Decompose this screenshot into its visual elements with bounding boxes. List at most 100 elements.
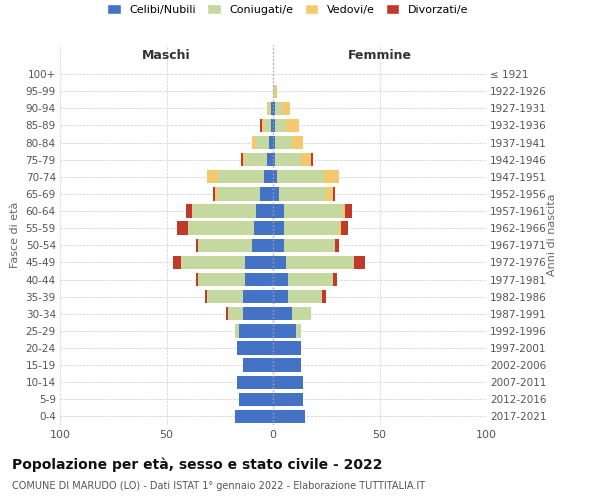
Bar xyxy=(266,153,273,166)
Bar xyxy=(254,222,273,235)
Bar xyxy=(343,204,346,218)
Bar xyxy=(214,187,215,200)
Bar xyxy=(243,307,273,320)
Bar xyxy=(215,187,218,200)
Bar xyxy=(260,119,262,132)
Bar xyxy=(284,222,339,235)
Y-axis label: Fasce di età: Fasce di età xyxy=(10,202,20,268)
Bar xyxy=(273,170,277,183)
Bar xyxy=(273,273,288,286)
Bar xyxy=(207,290,243,304)
Bar xyxy=(266,102,269,115)
Bar xyxy=(273,84,275,98)
Bar xyxy=(271,102,273,115)
Bar xyxy=(273,222,284,235)
Bar xyxy=(273,204,284,218)
Bar xyxy=(280,187,326,200)
Bar xyxy=(273,136,275,149)
Bar xyxy=(239,324,273,338)
Bar xyxy=(239,392,273,406)
Bar xyxy=(265,170,273,183)
Bar xyxy=(205,290,207,304)
Bar xyxy=(301,153,311,166)
Bar xyxy=(296,324,301,338)
Bar xyxy=(226,307,228,320)
Bar xyxy=(288,273,332,286)
Bar xyxy=(273,187,280,200)
Text: Maschi: Maschi xyxy=(142,49,191,62)
Bar xyxy=(292,307,311,320)
Bar xyxy=(273,256,286,269)
Bar xyxy=(252,136,256,149)
Bar xyxy=(262,119,265,132)
Bar xyxy=(275,136,292,149)
Bar xyxy=(335,238,339,252)
Bar xyxy=(275,153,301,166)
Bar xyxy=(275,84,277,98)
Bar xyxy=(271,119,273,132)
Bar xyxy=(339,222,341,235)
Text: Femmine: Femmine xyxy=(347,49,412,62)
Bar xyxy=(199,238,252,252)
Bar xyxy=(252,238,273,252)
Bar xyxy=(256,136,269,149)
Bar xyxy=(332,187,335,200)
Bar xyxy=(199,273,245,286)
Bar xyxy=(243,358,273,372)
Bar xyxy=(273,119,275,132)
Bar xyxy=(243,153,245,166)
Bar xyxy=(354,256,365,269)
Bar xyxy=(284,238,335,252)
Bar xyxy=(235,324,239,338)
Bar xyxy=(332,273,337,286)
Bar xyxy=(273,307,292,320)
Text: COMUNE DI MARUDO (LO) - Dati ISTAT 1° gennaio 2022 - Elaborazione TUTTITALIA.IT: COMUNE DI MARUDO (LO) - Dati ISTAT 1° ge… xyxy=(12,481,425,491)
Bar xyxy=(237,376,273,389)
Bar xyxy=(188,222,254,235)
Bar xyxy=(273,238,284,252)
Bar xyxy=(265,119,271,132)
Bar xyxy=(284,204,343,218)
Bar xyxy=(256,204,273,218)
Bar xyxy=(273,153,275,166)
Bar xyxy=(269,102,271,115)
Bar xyxy=(273,290,288,304)
Bar xyxy=(273,410,305,423)
Bar xyxy=(275,119,286,132)
Bar xyxy=(346,204,352,218)
Bar xyxy=(177,222,188,235)
Bar xyxy=(273,358,301,372)
Y-axis label: Anni di nascita: Anni di nascita xyxy=(547,194,557,276)
Legend: Celibi/Nubili, Coniugati/e, Vedovi/e, Divorzati/e: Celibi/Nubili, Coniugati/e, Vedovi/e, Di… xyxy=(103,0,473,20)
Bar xyxy=(218,187,260,200)
Bar xyxy=(311,153,313,166)
Bar xyxy=(181,256,245,269)
Bar xyxy=(324,170,339,183)
Bar xyxy=(241,153,243,166)
Bar xyxy=(185,204,192,218)
Bar xyxy=(192,204,256,218)
Bar xyxy=(173,256,181,269)
Bar xyxy=(286,256,354,269)
Text: Popolazione per età, sesso e stato civile - 2022: Popolazione per età, sesso e stato civil… xyxy=(12,458,383,472)
Bar xyxy=(243,290,273,304)
Bar xyxy=(275,102,281,115)
Bar xyxy=(273,102,275,115)
Bar xyxy=(273,342,301,354)
Bar xyxy=(228,307,243,320)
Bar xyxy=(292,136,303,149)
Bar xyxy=(218,170,265,183)
Bar xyxy=(286,119,299,132)
Bar xyxy=(196,238,199,252)
Bar xyxy=(207,170,218,183)
Bar xyxy=(235,410,273,423)
Bar xyxy=(245,256,273,269)
Bar xyxy=(196,273,199,286)
Bar xyxy=(273,324,296,338)
Bar xyxy=(245,273,273,286)
Bar xyxy=(322,290,326,304)
Bar xyxy=(269,136,273,149)
Bar xyxy=(273,392,303,406)
Bar xyxy=(245,153,266,166)
Bar xyxy=(260,187,273,200)
